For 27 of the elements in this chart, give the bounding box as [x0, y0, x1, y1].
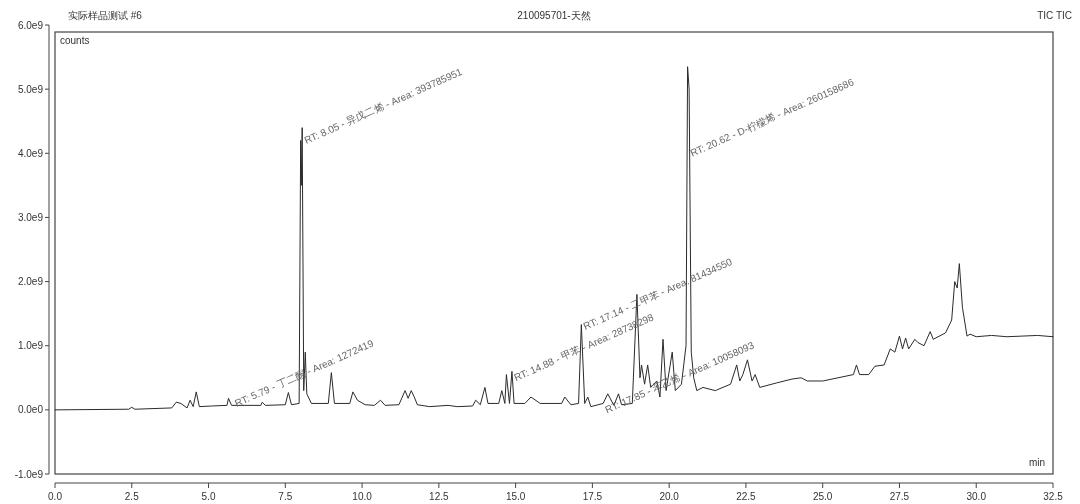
y-axis-title: counts [60, 35, 90, 46]
x-tick-label: 7.5 [278, 491, 293, 502]
y-tick-label: 5.0e9 [17, 83, 44, 95]
chart-subtitle: 实际样品测试 #6 [68, 10, 143, 21]
y-tick-label: -1.0e9 [14, 468, 44, 480]
x-tick-label: 25.0 [812, 491, 833, 502]
text: TIC TIC [1037, 10, 1072, 21]
y-tick-label: 6.0e9 [17, 19, 44, 31]
x-tick-label: 15.0 [505, 491, 526, 502]
x-tick-label: 5.0 [201, 491, 216, 502]
x-tick-label: 10.0 [352, 491, 373, 502]
x-tick-label: 27.5 [889, 491, 910, 502]
chart-title: 210095701-天然 [517, 10, 591, 21]
x-tick-label: 17.5 [582, 491, 603, 502]
y-tick-label: 2.0e9 [17, 276, 44, 288]
x-tick-label: 12.5 [429, 491, 450, 502]
y-tick-label: 3.0e9 [17, 211, 44, 223]
y-tick-label: 1.0e9 [17, 340, 44, 352]
x-tick-label: 20.0 [659, 491, 680, 502]
y-tick-label: 0.0e0 [17, 404, 44, 416]
x-tick-label: 22.5 [736, 491, 757, 502]
x-axis-title: min [1028, 457, 1045, 468]
x-tick-label: 0.0 [48, 491, 63, 502]
x-tick-label: 30.0 [966, 491, 987, 502]
x-tick-label: 32.5 [1043, 491, 1064, 502]
y-tick-label: 4.0e9 [17, 147, 44, 159]
x-tick-label: 2.5 [124, 491, 140, 502]
